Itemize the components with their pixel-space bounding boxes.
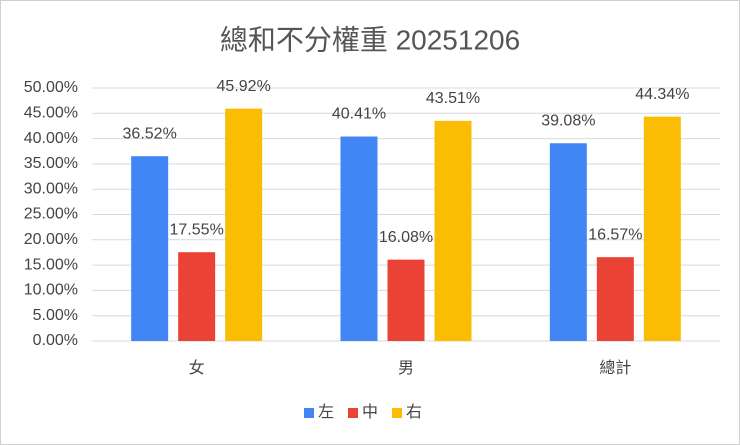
value-label: 36.52% — [123, 125, 177, 142]
bar — [434, 120, 472, 341]
value-label: 17.55% — [170, 221, 224, 238]
x-tick-label: 女 — [189, 358, 205, 377]
legend-label: 右 — [406, 403, 422, 421]
legend-swatch — [348, 408, 358, 418]
x-tick-label: 男 — [398, 360, 414, 377]
y-tick-label: 35.00% — [24, 155, 78, 172]
value-label: 40.41% — [332, 106, 386, 123]
value-label: 16.57% — [588, 226, 642, 243]
value-label: 43.51% — [426, 90, 480, 107]
chart-title: 總和不分權重 20251206 — [220, 24, 520, 55]
x-tick-label: 總計 — [599, 359, 631, 377]
value-label: 44.34% — [635, 86, 689, 103]
y-tick-label: 10.00% — [24, 282, 78, 299]
value-label: 45.92% — [217, 78, 271, 95]
y-tick-label: 50.00% — [24, 79, 78, 96]
bar — [643, 116, 681, 341]
bar — [549, 143, 587, 341]
y-tick-label: 40.00% — [24, 130, 78, 147]
y-tick-label: 45.00% — [24, 105, 78, 122]
legend-label: 中 — [362, 403, 378, 421]
y-tick-label: 15.00% — [24, 256, 78, 273]
value-label: 16.08% — [379, 229, 433, 246]
y-tick-label: 20.00% — [24, 231, 78, 248]
y-tick-label: 5.00% — [33, 307, 78, 324]
value-label: 39.08% — [541, 112, 595, 129]
legend-swatch — [304, 408, 314, 418]
y-tick-label: 25.00% — [24, 206, 78, 223]
y-tick-label: 30.00% — [24, 180, 78, 197]
bar — [340, 136, 378, 341]
legend-label: 左 — [318, 403, 334, 421]
bar — [596, 257, 634, 341]
bar — [225, 108, 263, 341]
legend-swatch — [392, 408, 402, 418]
bar — [387, 259, 425, 341]
bar — [131, 156, 169, 341]
y-tick-label: 0.00% — [33, 332, 78, 349]
bar — [178, 252, 216, 341]
